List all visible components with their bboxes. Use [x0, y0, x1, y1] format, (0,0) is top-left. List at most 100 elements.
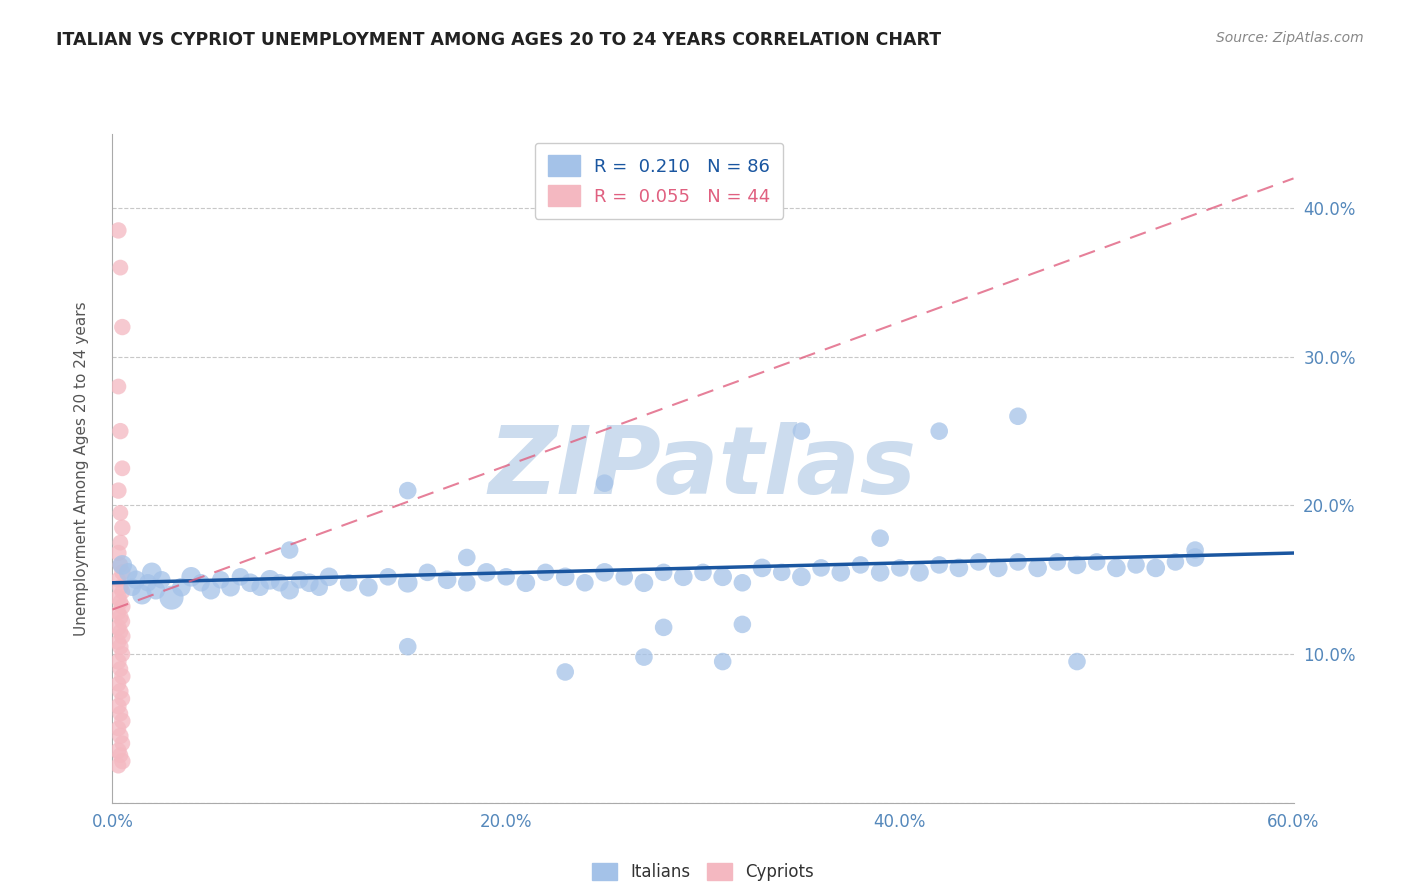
- Point: [298, 575, 321, 590]
- Point: [574, 575, 596, 590]
- Point: [259, 573, 281, 587]
- Point: [110, 610, 132, 624]
- Point: [436, 573, 458, 587]
- Point: [711, 655, 734, 669]
- Point: [1184, 550, 1206, 565]
- Point: [209, 573, 232, 587]
- Point: [107, 573, 129, 587]
- Point: [534, 566, 557, 580]
- Point: [1184, 543, 1206, 558]
- Point: [117, 566, 139, 580]
- Point: [111, 584, 134, 599]
- Point: [377, 570, 399, 584]
- Text: Source: ZipAtlas.com: Source: ZipAtlas.com: [1216, 31, 1364, 45]
- Point: [396, 483, 419, 498]
- Point: [111, 647, 134, 661]
- Point: [554, 570, 576, 584]
- Point: [1007, 409, 1029, 424]
- Point: [987, 561, 1010, 575]
- Point: [810, 561, 832, 575]
- Point: [396, 640, 419, 654]
- Point: [593, 476, 616, 491]
- Point: [239, 575, 262, 590]
- Point: [110, 595, 132, 609]
- Point: [107, 722, 129, 736]
- Point: [396, 575, 419, 590]
- Point: [790, 570, 813, 584]
- Point: [337, 575, 360, 590]
- Point: [111, 461, 134, 475]
- Point: [111, 736, 134, 750]
- Point: [1085, 555, 1108, 569]
- Point: [672, 570, 695, 584]
- Point: [1046, 555, 1069, 569]
- Point: [652, 620, 675, 634]
- Point: [357, 580, 380, 594]
- Point: [278, 583, 301, 598]
- Point: [711, 570, 734, 584]
- Point: [908, 566, 931, 580]
- Point: [107, 546, 129, 560]
- Point: [110, 706, 132, 721]
- Point: [141, 566, 163, 580]
- Point: [1164, 555, 1187, 569]
- Point: [928, 424, 950, 438]
- Point: [145, 583, 167, 598]
- Point: [1144, 561, 1167, 575]
- Point: [110, 260, 132, 275]
- Point: [1007, 555, 1029, 569]
- Point: [948, 561, 970, 575]
- Text: ZIPatlas: ZIPatlas: [489, 422, 917, 515]
- Point: [515, 575, 537, 590]
- Point: [110, 729, 132, 743]
- Point: [869, 531, 891, 545]
- Point: [318, 570, 340, 584]
- Point: [111, 558, 134, 572]
- Point: [456, 550, 478, 565]
- Point: [456, 575, 478, 590]
- Point: [110, 640, 132, 654]
- Point: [593, 566, 616, 580]
- Text: ITALIAN VS CYPRIOT UNEMPLOYMENT AMONG AGES 20 TO 24 YEARS CORRELATION CHART: ITALIAN VS CYPRIOT UNEMPLOYMENT AMONG AG…: [56, 31, 942, 49]
- Point: [111, 629, 134, 643]
- Point: [111, 754, 134, 768]
- Point: [160, 591, 183, 605]
- Point: [107, 379, 129, 393]
- Point: [111, 691, 134, 706]
- Point: [288, 573, 311, 587]
- Point: [111, 669, 134, 683]
- Point: [416, 566, 439, 580]
- Point: [107, 699, 129, 714]
- Point: [150, 573, 173, 587]
- Point: [1105, 561, 1128, 575]
- Point: [219, 580, 242, 594]
- Point: [110, 624, 132, 639]
- Point: [125, 573, 148, 587]
- Point: [111, 615, 134, 629]
- Point: [110, 424, 132, 438]
- Point: [190, 575, 212, 590]
- Point: [170, 580, 193, 594]
- Point: [110, 535, 132, 549]
- Point: [107, 483, 129, 498]
- Point: [278, 543, 301, 558]
- Point: [830, 566, 852, 580]
- Point: [107, 620, 129, 634]
- Point: [107, 758, 129, 772]
- Point: [110, 506, 132, 520]
- Point: [770, 566, 793, 580]
- Point: [110, 748, 132, 763]
- Point: [249, 580, 271, 594]
- Y-axis label: Unemployment Among Ages 20 to 24 years: Unemployment Among Ages 20 to 24 years: [75, 301, 89, 636]
- Point: [269, 575, 291, 590]
- Point: [1066, 558, 1088, 572]
- Point: [554, 665, 576, 679]
- Point: [1066, 655, 1088, 669]
- Point: [308, 580, 330, 594]
- Point: [1125, 558, 1147, 572]
- Point: [229, 570, 252, 584]
- Point: [731, 575, 754, 590]
- Point: [869, 566, 891, 580]
- Point: [107, 591, 129, 605]
- Point: [111, 320, 134, 334]
